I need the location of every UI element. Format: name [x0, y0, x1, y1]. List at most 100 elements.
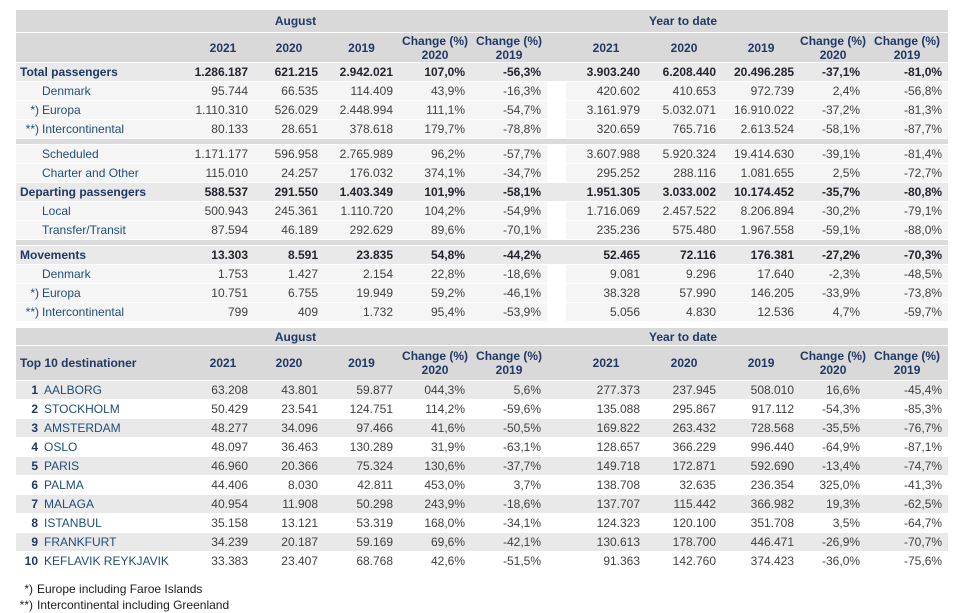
- row-label-text: Charter and Other: [42, 166, 139, 180]
- aug-value-cell: 41,6%: [399, 418, 472, 438]
- aug-value-cell: -59,6%: [471, 399, 548, 419]
- footnote-mark: **): [25, 305, 39, 319]
- row-label-text: Departing passengers: [20, 185, 147, 199]
- ytd-value-cell: 446.471: [722, 532, 801, 552]
- row-label-text: Europa: [42, 286, 81, 300]
- august-group-header: August: [192, 10, 400, 33]
- group-gap-cell: [547, 245, 567, 265]
- change-label: Change (%): [800, 349, 867, 363]
- col-ytd-2020: 2020: [646, 32, 723, 63]
- change-label: Change (%): [476, 349, 543, 363]
- ytd-value-cell: -13,4%: [800, 456, 867, 476]
- ytd-value-cell: -64,9%: [800, 437, 867, 457]
- ytd-value-cell: 20.496.285: [722, 62, 801, 82]
- aug-value-cell: 33.383: [192, 551, 254, 571]
- aug-value-cell: 291.550: [254, 182, 324, 202]
- ytd-value-cell: 9.081: [566, 264, 647, 284]
- aug-value-cell: 799: [192, 302, 254, 322]
- col-aug-change-2019: Change (%) 2019: [471, 345, 548, 381]
- row-label: Departing passengers: [16, 182, 192, 202]
- ytd-value-cell: 374.423: [722, 551, 801, 571]
- col-aug-2020: 2020: [254, 32, 324, 63]
- aug-value-cell: 1.732: [324, 302, 400, 322]
- row-label-text: Movements: [20, 248, 87, 262]
- ytd-value-cell: 176.381: [722, 245, 801, 265]
- ytd-group-header: Year to date: [566, 10, 801, 33]
- row-label-text: Total passengers: [20, 65, 118, 79]
- ytd-value-cell: -79,1%: [866, 201, 949, 221]
- table-row: *) Europa 1.110.310 526.029 2.448.994 111,1% -…: [16, 100, 949, 120]
- row-label: Denmark: [16, 264, 192, 284]
- ytd-value-cell: -81,0%: [866, 62, 949, 82]
- ytd-value-cell: 6.208.440: [646, 62, 723, 82]
- row-label-text: Europa: [42, 103, 81, 117]
- aug-value-cell: 453,0%: [399, 475, 472, 495]
- table-row: **) Intercontinental 80.133 28.651 378.618 17…: [16, 119, 949, 139]
- aug-value-cell: 1.286.187: [192, 62, 254, 82]
- col-aug-2021: 2021: [192, 32, 254, 63]
- august-group-filler: [399, 10, 548, 33]
- ytd-value-cell: -70,3%: [866, 245, 949, 265]
- ytd-value-cell: -37,1%: [800, 62, 867, 82]
- aug-value-cell: 13.121: [254, 513, 324, 533]
- destination-rank: 9: [31, 535, 38, 549]
- table-row: Total passengers 1.286.187 621.215 2.942.02…: [16, 62, 949, 82]
- aug-value-cell: -57,7%: [471, 144, 548, 164]
- ytd-value-cell: 2,5%: [800, 163, 867, 183]
- ytd-group-header: Year to date: [566, 328, 801, 346]
- footnotes: *) Europe including Faroe Islands **) Inter…: [16, 581, 964, 613]
- ytd-value-cell: 9.296: [646, 264, 723, 284]
- group-gap-cell: [547, 418, 567, 438]
- aug-value-cell: 95.744: [192, 81, 254, 101]
- row-label: Total passengers: [16, 62, 192, 82]
- destination-row: 3 AMSTERDAM 48.277 34.096 97.466 41,6% -50,5% 1…: [16, 418, 949, 438]
- group-gap-cell: [547, 437, 567, 457]
- aug-value-cell: 2.154: [324, 264, 400, 284]
- ytd-value-cell: 410.653: [646, 81, 723, 101]
- ytd-value-cell: 320.659: [566, 119, 647, 139]
- ytd-value-cell: -45,4%: [866, 380, 949, 400]
- col-aug-change-2020: Change (%) 2020: [399, 32, 472, 63]
- year-header-row: Top 10 destinationer 2021 2020 2019 Chan…: [16, 345, 949, 381]
- aug-value-cell: 130,6%: [399, 456, 472, 476]
- aug-value-cell: 8.030: [254, 475, 324, 495]
- group-gap-header: [547, 328, 567, 346]
- footnote-text: Europe including Faroe Islands: [37, 582, 203, 596]
- ytd-value-cell: -88,0%: [866, 220, 949, 240]
- ytd-value-cell: -81,3%: [866, 100, 949, 120]
- aug-value-cell: -46,1%: [471, 283, 548, 303]
- destination-row: 4 OSLO 48.097 36.463 130.289 31,9% -63,1% 128.6…: [16, 437, 949, 457]
- ytd-group-filler: [800, 10, 949, 33]
- aug-value-cell: 10.751: [192, 283, 254, 303]
- ytd-value-cell: -87,7%: [866, 119, 949, 139]
- footnote: **) Intercontinental including Greenland: [16, 597, 964, 613]
- change-label: Change (%): [800, 33, 867, 48]
- ytd-value-cell: -62,5%: [866, 494, 949, 514]
- ytd-value-cell: -2,3%: [800, 264, 867, 284]
- destination-label: 8 ISTANBUL: [16, 513, 192, 533]
- col-aug-2019: 2019: [324, 345, 400, 381]
- destination-label: 7 MALAGA: [16, 494, 192, 514]
- ytd-value-cell: 420.602: [566, 81, 647, 101]
- aug-value-cell: -56,3%: [471, 62, 548, 82]
- ytd-value-cell: 917.112: [722, 399, 801, 419]
- aug-value-cell: 168,0%: [399, 513, 472, 533]
- destination-row: 6 PALMA 44.406 8.030 42.811 453,0% 3,7% 138.708…: [16, 475, 949, 495]
- ytd-group-filler: [800, 328, 949, 346]
- aug-value-cell: 23.835: [324, 245, 400, 265]
- destination-rank: 3: [31, 421, 38, 435]
- destination-rank: 7: [31, 497, 38, 511]
- destination-row: 9 FRANKFURT 34.239 20.187 59.169 69,6% -42,1% 1…: [16, 532, 949, 552]
- aug-value-cell: 75.324: [324, 456, 400, 476]
- table-row: Charter and Other 115.010 24.257 176.032 374…: [16, 163, 949, 183]
- aug-value-cell: 34.239: [192, 532, 254, 552]
- corner-cell: [16, 32, 192, 63]
- ytd-value-cell: -33,9%: [800, 283, 867, 303]
- ytd-value-cell: 263.432: [646, 418, 723, 438]
- destination-label: 1 AALBORG: [16, 380, 192, 400]
- aug-value-cell: 36.463: [254, 437, 324, 457]
- ytd-value-cell: 5.920.324: [646, 144, 723, 164]
- aug-value-cell: 46.189: [254, 220, 324, 240]
- destination-label: 9 FRANKFURT: [16, 532, 192, 552]
- ytd-value-cell: 288.116: [646, 163, 723, 183]
